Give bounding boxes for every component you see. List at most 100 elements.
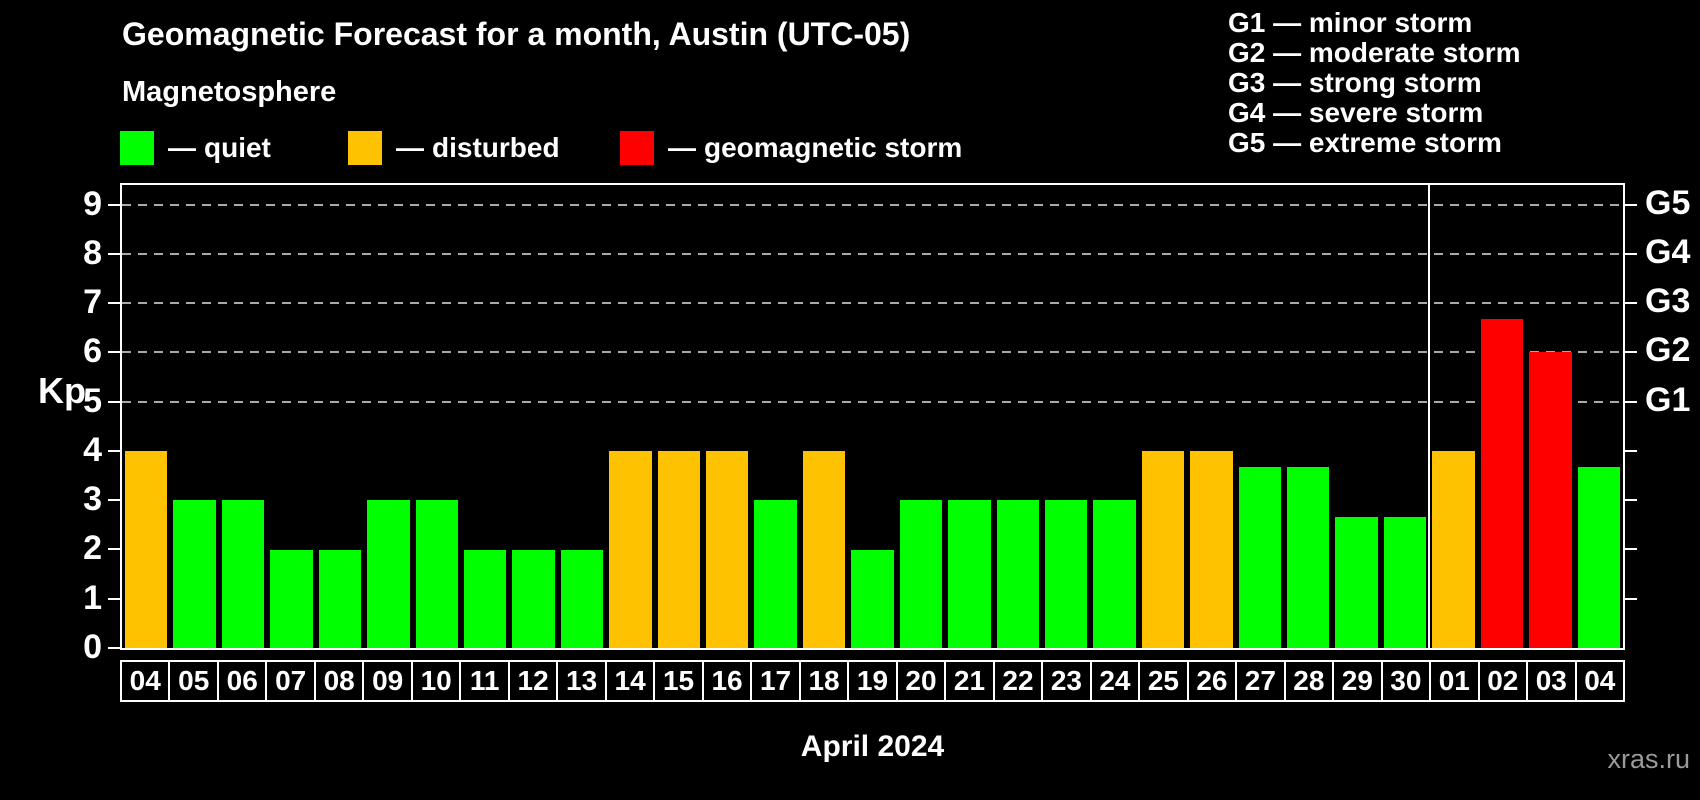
y-axis-tick-4 [108, 449, 120, 452]
day-label-04: 04 [120, 660, 171, 702]
day-label-18: 18 [798, 660, 850, 702]
gridline-kp5 [122, 400, 1623, 403]
kp-bar-day-25 [1141, 450, 1185, 648]
day-label-30: 30 [1380, 660, 1432, 702]
right-axis-tick-5 [1625, 400, 1637, 403]
y-axis-tick-3 [108, 499, 120, 502]
legend-swatch-storm [620, 131, 654, 165]
day-label-25: 25 [1138, 660, 1189, 702]
kp-bar-day-26 [1190, 450, 1233, 648]
legend-swatch-disturbed [348, 131, 382, 165]
y-axis-tick-label-6: 6 [83, 332, 102, 371]
legend-dash: — [668, 132, 696, 163]
day-label-13: 13 [556, 660, 607, 702]
right-axis-tick-1 [1625, 597, 1637, 600]
kp-bar-day-12 [512, 549, 555, 648]
g-level-label-g1: G1 [1645, 380, 1691, 419]
kp-bar-day-06 [221, 500, 265, 648]
day-label-08: 08 [313, 660, 365, 702]
g-scale-legend-line-4: G4 — severe storm [1228, 97, 1484, 128]
gridline-kp7 [122, 302, 1623, 305]
kp-bar-day-21 [948, 500, 991, 648]
y-axis-title: Kp [38, 370, 86, 411]
day-label-03: 03 [1526, 660, 1577, 702]
kp-bar-day-22 [996, 500, 1039, 648]
day-label-15: 15 [653, 660, 704, 702]
day-label-19: 19 [847, 660, 898, 702]
kp-bar-day-02 [1480, 319, 1524, 648]
day-label-23: 23 [1041, 660, 1092, 702]
kp-bar-day-01 [1432, 450, 1475, 648]
legend-item-storm: — geomagnetic storm [620, 130, 962, 166]
g-scale-legend-line-1: G1 — minor storm [1228, 7, 1473, 38]
gridline-kp9 [122, 203, 1623, 206]
y-axis-tick-0 [108, 647, 120, 649]
g-scale-legend-line-2: G2 — moderate storm [1228, 37, 1521, 68]
kp-bar-day-13 [560, 549, 604, 648]
kp-bar-day-20 [899, 500, 943, 648]
day-label-09: 09 [362, 660, 413, 702]
y-axis-tick-2 [108, 548, 120, 551]
kp-bar-day-08 [318, 549, 362, 648]
g-level-label-g4: G4 [1645, 232, 1691, 271]
chart-title: Geomagnetic Forecast for a month, Austin… [122, 16, 911, 52]
y-axis-tick-label-0: 0 [83, 628, 102, 666]
watermark: xras.ru [1607, 744, 1690, 774]
day-label-02: 02 [1477, 660, 1529, 702]
right-axis-tick-4 [1625, 449, 1637, 452]
x-axis-title: April 2024 [800, 730, 945, 763]
day-label-24: 24 [1089, 660, 1141, 702]
right-axis-tick-9 [1625, 203, 1637, 206]
y-axis-tick-1 [108, 597, 120, 600]
g-level-label-g3: G3 [1645, 282, 1691, 321]
kp-bar-day-23 [1044, 500, 1088, 648]
day-label-29: 29 [1332, 660, 1383, 702]
day-label-05: 05 [168, 660, 219, 702]
y-axis-tick-label-9: 9 [83, 184, 102, 223]
y-axis-tick-label-1: 1 [83, 578, 102, 617]
kp-bar-day-30 [1383, 516, 1427, 648]
kp-bar-day-05 [173, 500, 216, 648]
g-level-label-g2: G2 [1645, 331, 1691, 370]
day-label-26: 26 [1186, 660, 1238, 702]
legend-swatch-quiet [120, 131, 154, 165]
kp-bar-day-11 [463, 549, 507, 648]
day-label-04: 04 [1574, 660, 1626, 702]
kp-bar-day-28 [1287, 467, 1330, 648]
y-axis-tick-9 [108, 203, 120, 206]
right-axis-tick-2 [1625, 548, 1637, 551]
day-label-10: 10 [410, 660, 462, 702]
gridline-kp6 [122, 351, 1623, 354]
kp-bar-day-14 [609, 450, 652, 648]
y-axis-tick-7 [108, 302, 120, 305]
kp-bar-day-29 [1335, 516, 1378, 648]
kp-bar-day-16 [706, 450, 749, 648]
legend-label-quiet: quiet [204, 132, 271, 163]
day-label-17: 17 [750, 660, 801, 702]
kp-bar-day-17 [754, 500, 797, 648]
g-level-label-g5: G5 [1645, 183, 1691, 222]
kp-bar-day-19 [851, 549, 894, 648]
day-label-06: 06 [216, 660, 268, 702]
kp-bar-day-03 [1529, 352, 1572, 648]
g-scale-legend-line-5: G5 — extreme storm [1228, 127, 1502, 158]
y-axis-tick-label-5: 5 [83, 381, 102, 420]
y-axis-tick-label-2: 2 [83, 529, 102, 568]
day-label-11: 11 [459, 660, 510, 702]
kp-bar-day-04 [125, 450, 168, 648]
right-axis-tick-8 [1625, 252, 1637, 255]
gridline-kp8 [122, 252, 1623, 255]
y-axis-tick-5 [108, 400, 120, 403]
kp-bar-day-07 [270, 549, 313, 648]
legend-label-disturbed: disturbed [432, 132, 560, 163]
y-axis-tick-label-3: 3 [83, 480, 102, 519]
legend-dash: — [396, 132, 424, 163]
kp-bar-day-15 [657, 450, 701, 648]
x-axis-day-labels: 04 05 06 07 08 09 10 11 12 13 14 15 16 17 18 19 20 21 22 23… [120, 660, 1626, 702]
month-separator-line [1428, 185, 1431, 648]
day-label-21: 21 [944, 660, 995, 702]
chart-subtitle: Magnetosphere [122, 76, 337, 108]
g-scale-legend-line-3: G3 — strong storm [1228, 67, 1482, 98]
day-label-28: 28 [1283, 660, 1335, 702]
